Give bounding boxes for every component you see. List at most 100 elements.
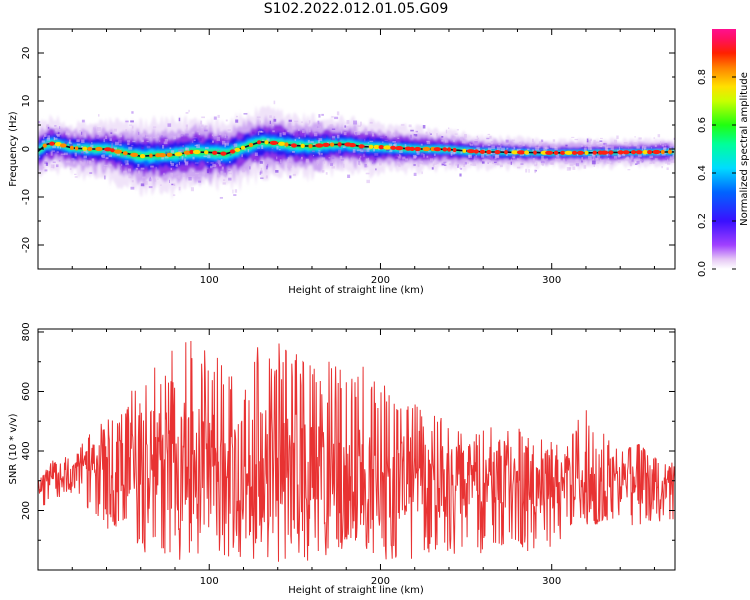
spectrogram-speckle [300,158,302,162]
spectrogram-speckle [110,132,113,134]
spectrogram-speckle [97,127,101,132]
spectrogram-speckle [464,164,466,167]
spectrogram-speckle [459,166,461,170]
spectrogram-speckle [506,147,509,150]
spectrogram-speckle [386,148,390,151]
spectrogram-peak [269,140,278,145]
spectrogram-speckle [352,148,356,153]
spectrogram-speckle [592,143,596,147]
spectrogram-speckle [519,144,522,147]
spectrogram-speckle [188,177,192,181]
spectrogram-speckle [460,167,463,170]
spectrogram-speckle [210,141,214,145]
spectrogram-speckle [528,169,530,173]
spectrogram-speckle [141,176,146,179]
spectrogram-speckle [167,123,172,127]
spectrogram-speckle [46,153,48,155]
spectrogram-speckle [217,114,220,118]
spectrogram-peak [166,152,173,157]
spectrogram-speckle [223,172,226,176]
spectrogram-speckle [146,141,149,143]
spectrogram-speckle [472,163,477,166]
spectrogram-speckle [170,163,174,166]
spectrogram-heatmap [38,100,675,201]
spectrogram-speckle [618,146,621,150]
spectrogram-speckle [470,163,472,166]
spectrogram-speckle [618,153,622,158]
spectrogram-speckle [221,166,224,170]
spectrogram-speckle [477,137,479,139]
spectrogram-speckle [545,147,549,149]
spectrogram-speckle [454,133,458,135]
spectrogram-speckle [73,161,75,165]
spectrogram-speckle [316,160,320,164]
spectrogram-speckle [346,120,350,124]
spectrogram-speckle [52,161,56,163]
spectrogram-speckle [172,173,173,177]
spectrogram-speckle [426,155,429,158]
spectrogram-speckle [157,178,159,180]
spectrogram-speckle [623,159,626,161]
spectrogram-speckle [308,128,311,133]
spectrogram-speckle [219,133,222,135]
spectrogram-speckle [434,161,437,165]
spectrogram-speckle [402,156,406,160]
spectrogram-speckle [45,141,50,145]
spectrogram-speckle [331,156,335,160]
spectrogram-x-ticks: 100 200 300 [71,29,655,286]
spectrogram-speckle [46,126,48,129]
spectrogram-speckle [146,145,151,149]
spectrogram-speckle [654,158,658,162]
spectrogram-peak [149,153,153,158]
spectrogram-speckle [91,158,95,161]
spectrogram-speckle [93,127,95,131]
spectrogram-speckle [633,158,636,161]
spectrogram-peak [110,148,115,153]
spectrogram-speckle [318,150,321,152]
spectrogram-speckle [490,152,493,155]
spectrogram-speckle [534,164,538,167]
spectrogram-speckle [596,161,600,164]
spectrogram-speckle [337,134,340,139]
spectrogram-speckle [140,183,145,187]
spectrogram-speckle [314,132,318,137]
spectrogram-speckle [313,154,315,157]
spectrogram-speckle [587,145,592,150]
spectrogram-speckle [84,131,86,136]
spectrogram-speckle [461,140,466,144]
spectrogram-speckle [491,145,495,149]
spectrogram-speckle [429,132,431,136]
spectrogram-speckle [613,156,617,159]
spectrogram-speckle [42,166,45,169]
x-tick-label: 200 [371,576,390,587]
spectrogram-peak [278,141,286,146]
spectrogram-speckle [531,155,533,159]
spectrogram-peak [130,152,139,157]
spectrogram-speckle [226,140,230,144]
spectrogram-speckle [225,119,228,122]
x-tick-label: 100 [200,576,219,587]
spectrogram-speckle [395,156,399,159]
spectrogram-speckle [66,161,71,164]
spectrogram-speckle [389,149,393,153]
spectrogram-speckle [374,153,379,156]
spectrogram-band [38,133,674,168]
spectrogram-speckle [532,138,534,142]
spectrogram-speckle [145,134,149,138]
spectrogram-speckle [631,159,634,162]
spectrogram-speckle [177,133,181,138]
spectrogram-speckle [347,174,351,178]
spectrogram-speckle [592,152,595,157]
spectrogram-peak [308,144,313,149]
spectrogram-speckle [127,140,130,143]
spectrogram-peak [545,150,554,155]
spectrogram-speckle [292,173,296,176]
spectrogram-speckle [321,113,324,116]
spectrogram-speckle [543,155,548,159]
spectrogram-speckle [324,159,326,164]
spectrogram-speckle [415,130,418,133]
spectrogram-speckle [661,153,666,156]
spectrogram-panel: 100 200 300 -20 -10 0 10 20 Height of straight… [8,28,676,296]
spectrogram-speckle [206,169,209,174]
spectrogram-speckle [660,141,662,146]
